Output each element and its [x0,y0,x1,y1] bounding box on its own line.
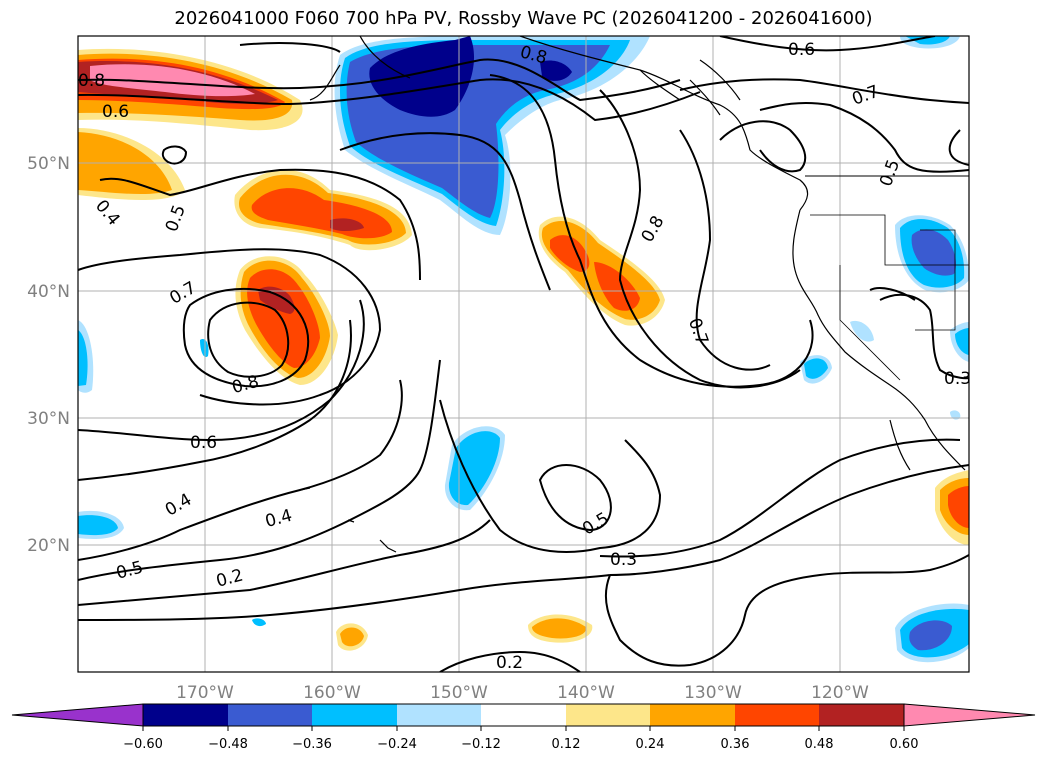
figure-title: 2026041000 F060 700 hPa PV, Rossby Wave … [174,8,873,29]
colorbar-tick-0: −0.60 [123,737,163,752]
colorbar-frame [142,703,905,727]
colorbar: −0.60 −0.48 −0.36 −0.24 −0.12 0.12 0.24 … [11,703,1036,752]
contour-label-08-nw: 0.8 [78,71,105,91]
lon-label-130w: 130°W [684,683,742,703]
colorbar-tick-6: 0.24 [636,737,665,752]
lon-axis-labels: 170°W 160°W 150°W 140°W 130°W 120°W [176,683,869,703]
colorbar-seg-9 [819,704,904,726]
colorbar-seg-7 [650,704,735,726]
lat-label-20n: 20°N [27,536,70,556]
shade-cyan-r [252,618,266,627]
shade-cyan-m [804,358,828,379]
colorbar-extend-min [11,703,144,727]
lon-label-120w: 120°W [811,683,869,703]
colorbar-tick-4: −0.12 [461,737,501,752]
shade-cyan-k [200,339,209,358]
shade-lightblue-n [850,320,874,342]
contour-labels: 0.8 0.6 0.4 0.5 0.7 0.8 0.6 0.4 0.4 0.5 … [78,40,971,673]
shade-pink-nw [90,64,255,97]
colorbar-tick-9: 0.60 [890,737,919,752]
shade-orange-e [340,627,364,647]
colorbar-seg-4 [397,704,481,726]
lat-label-30n: 30°N [27,409,70,429]
contour-label-06-nw: 0.6 [102,102,129,122]
shade-darkred-a [330,218,364,231]
shade-cyan-i [78,330,88,386]
contours [78,36,969,672]
shade-red-f [948,486,969,528]
lon-label-150w: 150°W [430,683,488,703]
shading-regions [78,36,969,663]
colorbar-tick-8: 0.48 [805,737,834,752]
contour-label-06-sw: 0.6 [190,433,217,453]
lon-label-170w: 170°W [176,683,234,703]
map-background [78,36,969,672]
colorbar-tick-5: 0.12 [552,737,581,752]
contour-label-03-e: 0.3 [944,369,971,389]
shade-cyan-h [905,36,950,45]
colorbar-seg-6 [566,704,650,726]
shade-red-c [550,235,590,272]
shade-cyan-l [448,431,500,506]
map-frame [77,35,970,673]
contour-label-03-c: 0.3 [610,550,637,570]
shade-blue-q [909,620,952,651]
lon-label-140w: 140°W [557,683,615,703]
shade-red-c2 [594,262,640,311]
contour-label-02-bottom: 0.2 [496,653,523,673]
shade-cyan-j [78,515,118,536]
lat-axis-labels: 50°N 40°N 30°N 20°N [27,154,70,556]
colorbar-seg-1 [143,704,228,726]
colorbar-extend-max [903,703,1036,727]
shade-navy-g [369,36,475,117]
shade-cyan-p2 [955,328,969,355]
shade-darkred-b [258,286,295,314]
colorbar-seg-8 [735,704,819,726]
shade-blue-o [911,229,956,276]
lat-label-50n: 50°N [27,154,70,174]
colorbar-tick-2: −0.36 [292,737,332,752]
colorbar-tick-7: 0.36 [721,737,750,752]
colorbar-tick-marks [142,726,905,731]
contour-label-06-ne: 0.6 [788,40,815,60]
shade-navy-g2 [540,60,572,81]
lon-label-160w: 160°W [303,683,361,703]
colorbar-seg-3 [312,704,397,726]
shade-orange-d [532,618,587,639]
lat-label-40n: 40°N [27,282,70,302]
colorbar-seg-2 [228,704,312,726]
shade-cyan-s [950,410,961,420]
colorbar-tick-1: −0.48 [208,737,248,752]
colorbar-tick-3: −0.24 [377,737,417,752]
colorbar-seg-5 [481,704,566,726]
